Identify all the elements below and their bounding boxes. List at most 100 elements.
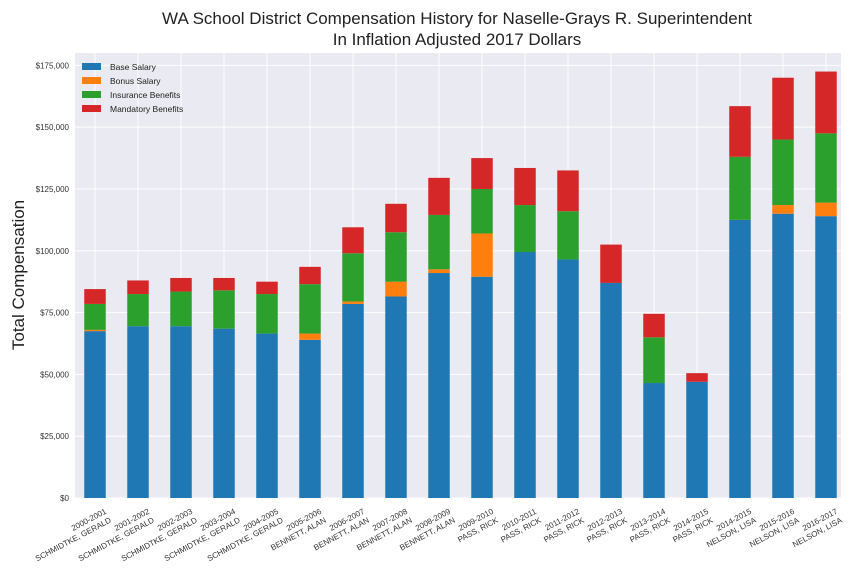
bar-insurance-benefits (815, 133, 837, 203)
bar-base-salary (686, 381, 708, 498)
bar-insurance-benefits (299, 284, 321, 334)
bar-insurance-benefits (342, 253, 364, 302)
bar-base-salary (428, 273, 450, 498)
bar-base-salary (385, 296, 407, 498)
bar-stack (815, 71, 837, 498)
bar-insurance-benefits (213, 290, 235, 329)
legend: Base Salary Bonus Salary Insurance Benefit… (82, 62, 183, 114)
bar-base-salary (815, 216, 837, 498)
bar-insurance-benefits (256, 294, 278, 334)
bar-stack (729, 106, 751, 498)
bar-mandatory-benefits (686, 373, 708, 382)
bar-base-salary (557, 259, 579, 498)
legend-label: Mandatory Benefits (110, 104, 183, 114)
bar-mandatory-benefits (170, 277, 192, 292)
bar-stack (772, 77, 794, 498)
legend-swatch (82, 91, 101, 98)
bar-insurance-benefits (84, 303, 106, 330)
bar-stack (643, 313, 665, 498)
bar-bonus-salary (299, 333, 321, 340)
bar-mandatory-benefits (514, 167, 536, 206)
bar-mandatory-benefits (299, 266, 321, 285)
bar-stack (471, 158, 493, 498)
bar-mandatory-benefits (342, 227, 364, 254)
bar-base-salary (127, 326, 149, 498)
bar-stack (428, 177, 450, 498)
bar-base-salary (729, 219, 751, 498)
bar-mandatory-benefits (557, 170, 579, 212)
bar-insurance-benefits (385, 232, 407, 282)
bar-bonus-salary (772, 205, 794, 214)
bar-base-salary (299, 339, 321, 498)
bar-insurance-benefits (170, 291, 192, 327)
bar-insurance-benefits (428, 214, 450, 270)
bar-stack (342, 227, 364, 498)
bar-mandatory-benefits (385, 203, 407, 233)
bar-base-salary (342, 303, 364, 498)
legend-swatch (82, 63, 101, 70)
bars (84, 71, 837, 498)
bar-stack (256, 281, 278, 498)
y-axis-ticks: $0 $25,000 $50,000 $75,000 $100,000 $125,000 $… (36, 61, 70, 503)
bar-stack (84, 289, 106, 498)
legend-swatch (82, 77, 101, 84)
bar-mandatory-benefits (643, 313, 665, 338)
bar-base-salary (84, 331, 106, 498)
bar-bonus-salary (471, 233, 493, 277)
bar-stack (170, 277, 192, 498)
bar-stack (514, 167, 536, 498)
bar-mandatory-benefits (600, 244, 622, 283)
bar-base-salary (514, 252, 536, 498)
bar-base-salary (643, 383, 665, 498)
bar-bonus-salary (428, 269, 450, 274)
bar-bonus-salary (84, 329, 106, 332)
y-tick-label: $100,000 (36, 247, 70, 256)
y-tick-label: $25,000 (40, 432, 69, 441)
bar-base-salary (213, 328, 235, 498)
bar-mandatory-benefits (471, 158, 493, 189)
y-axis-label: Total Compensation (9, 200, 28, 350)
bar-stack (127, 280, 149, 498)
bar-insurance-benefits (729, 156, 751, 220)
bar-base-salary (600, 282, 622, 498)
bar-insurance-benefits (471, 188, 493, 234)
y-tick-label: $0 (60, 494, 69, 503)
bar-mandatory-benefits (256, 281, 278, 295)
bar-insurance-benefits (514, 205, 536, 253)
y-tick-label: $125,000 (36, 185, 70, 194)
bar-mandatory-benefits (729, 106, 751, 157)
bar-stack (557, 170, 579, 498)
bar-base-salary (256, 333, 278, 498)
bar-stack (600, 244, 622, 498)
legend-label: Insurance Benefits (110, 90, 180, 100)
bar-insurance-benefits (127, 294, 149, 327)
y-tick-label: $50,000 (40, 370, 69, 379)
bar-insurance-benefits (643, 337, 665, 384)
bar-base-salary (170, 326, 192, 498)
bar-mandatory-benefits (772, 77, 794, 140)
legend-swatch (82, 105, 101, 112)
bar-insurance-benefits (557, 211, 579, 260)
bar-stack (385, 203, 407, 498)
bar-mandatory-benefits (428, 177, 450, 215)
bar-bonus-salary (342, 301, 364, 304)
bar-mandatory-benefits (213, 277, 235, 291)
bar-stack (686, 373, 708, 498)
legend-label: Bonus Salary (110, 76, 161, 86)
bar-stack (299, 266, 321, 498)
bar-mandatory-benefits (815, 71, 837, 134)
y-tick-label: $150,000 (36, 123, 70, 132)
bar-bonus-salary (815, 202, 837, 217)
bar-base-salary (471, 276, 493, 498)
bar-base-salary (772, 213, 794, 498)
chart-title-line-2: In Inflation Adjusted 2017 Dollars (333, 30, 582, 49)
bar-stack (213, 277, 235, 498)
y-tick-label: $75,000 (40, 309, 69, 318)
y-tick-label: $175,000 (36, 61, 70, 70)
legend-label: Base Salary (110, 62, 157, 72)
chart-title-line-1: WA School District Compensation History … (162, 9, 752, 28)
bar-bonus-salary (385, 281, 407, 297)
bar-mandatory-benefits (127, 280, 149, 295)
bar-insurance-benefits (772, 139, 794, 206)
